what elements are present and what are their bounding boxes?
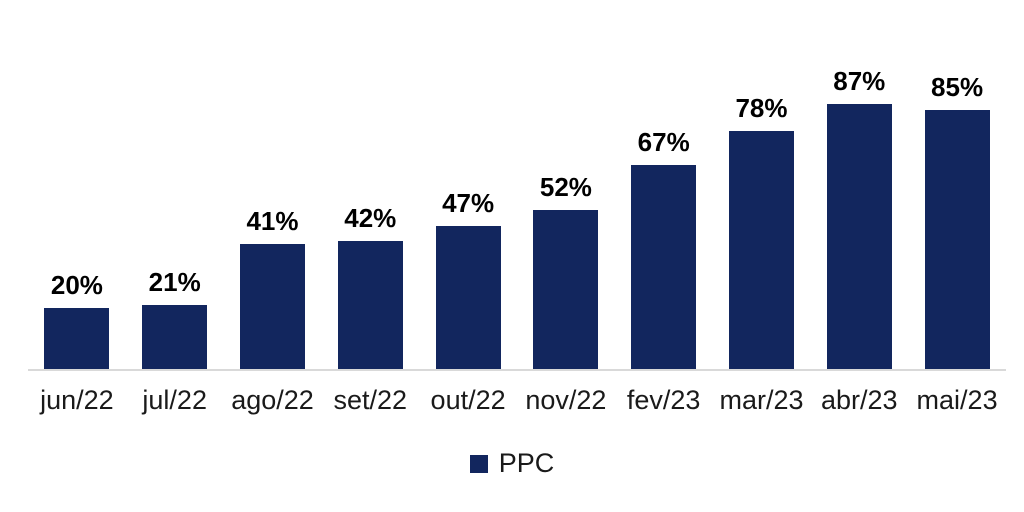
plot-area: 20% 21% 41% 42% 47% 52% 67% 78% 87% 85% <box>28 0 1006 371</box>
bar-value-label: 42% <box>344 203 397 234</box>
bar-value-label: 87% <box>833 66 886 97</box>
bar <box>826 104 892 369</box>
x-axis-label: nov/22 <box>525 385 607 415</box>
x-axis-label: set/22 <box>333 385 408 415</box>
bar <box>239 244 305 369</box>
bar <box>44 308 110 369</box>
bars-row: 20% 21% 41% 42% 47% 52% 67% 78% 87% 85% <box>28 0 1006 371</box>
bar-value-label: 20% <box>50 270 103 301</box>
bar <box>631 165 697 369</box>
bar-value-label: 67% <box>637 127 690 158</box>
bar-group: 67% <box>615 128 713 369</box>
bar-group: 87% <box>810 67 908 369</box>
x-axis-labels: jun/22 jul/22 ago/22 set/22 out/22 nov/22 fev/… <box>28 385 1006 416</box>
bar-value-label: 47% <box>442 188 495 219</box>
bar <box>142 305 208 369</box>
x-axis-label: mar/23 <box>719 385 804 415</box>
legend-swatch-icon <box>469 454 488 473</box>
bar-value-label: 85% <box>931 72 984 103</box>
bar-group: 85% <box>908 73 1006 369</box>
bar-group: 20% <box>28 271 126 369</box>
bar-group: 52% <box>517 173 615 369</box>
legend-label: PPC <box>498 448 555 478</box>
bar-group: 21% <box>126 268 224 369</box>
bar <box>924 110 990 369</box>
bar-value-label: 78% <box>735 93 788 124</box>
bar <box>533 210 599 369</box>
x-axis-label: jul/22 <box>142 385 207 415</box>
x-axis-label: ago/22 <box>231 385 314 415</box>
x-axis-label: jun/22 <box>40 385 114 415</box>
bar-group: 47% <box>419 189 517 369</box>
bar-group: 41% <box>224 207 322 369</box>
x-axis-label: abr/23 <box>820 385 898 415</box>
bar-group: 42% <box>321 204 419 369</box>
bar <box>728 131 794 369</box>
bar <box>435 226 501 369</box>
bar <box>337 241 403 369</box>
x-axis-label: fev/23 <box>626 385 701 415</box>
x-axis-label: mai/23 <box>916 385 998 415</box>
bar-group: 78% <box>713 94 811 369</box>
bar-value-label: 41% <box>246 206 299 237</box>
legend: PPC <box>0 450 1024 477</box>
bar-value-label: 52% <box>539 172 592 203</box>
bar-value-label: 21% <box>148 267 201 298</box>
x-axis-label: out/22 <box>430 385 506 415</box>
